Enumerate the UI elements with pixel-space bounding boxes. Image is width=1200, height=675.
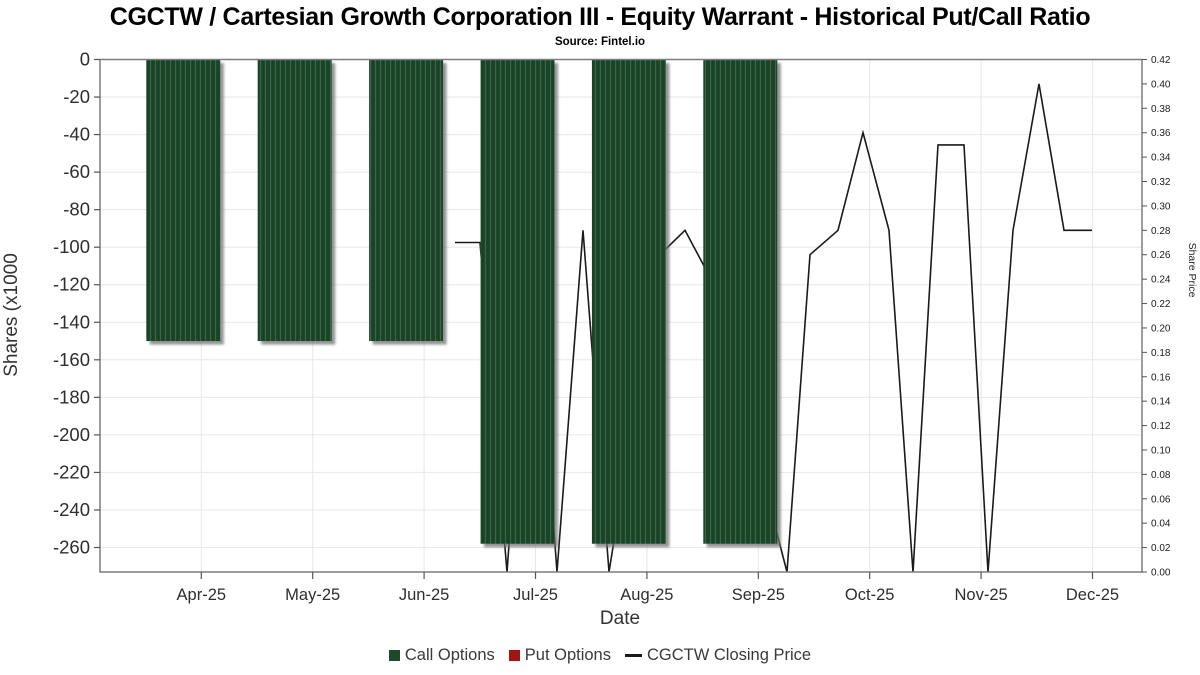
legend-label: Call Options [404, 646, 495, 664]
legend-square-swatch [508, 650, 520, 661]
y-right-tick-label: 0.32 [1151, 177, 1171, 188]
x-tick-label: Jun-25 [399, 586, 449, 604]
y-right-tick-label: 0.28 [1151, 226, 1171, 237]
y-left-tick-label: -40 [63, 124, 90, 145]
y-right-tick-label: 0.24 [1151, 275, 1171, 286]
y-right-tick-label: 0.16 [1151, 372, 1171, 383]
y-right-tick-label: 0.36 [1151, 128, 1171, 139]
chart-title: CGCTW / Cartesian Growth Corporation III… [109, 3, 1091, 31]
x-axis-label: Date [599, 608, 641, 629]
y-right-tick-label: 0.04 [1151, 519, 1171, 530]
chart-subtitle: Source: Fintel.io [554, 36, 646, 48]
y-left-tick-label: -260 [53, 536, 90, 557]
y-right-tick-label: 0.30 [1151, 201, 1171, 212]
plot-area: 0 -20 -40 -60 -80 -100 -120 -140 -160 -180 -200 -22… [53, 49, 1171, 605]
y-left-tick-label: -120 [53, 274, 90, 295]
x-tick-label: May-25 [285, 586, 340, 604]
y-right-tick-label: 0.20 [1151, 323, 1171, 334]
y-left-tick-label: 0 [80, 49, 90, 70]
y-right-tick-label: 0.40 [1151, 79, 1171, 90]
x-tick-label: Nov-25 [954, 586, 1007, 604]
y-left-tick-label: -20 [63, 86, 90, 107]
y-left-tick-label: -160 [53, 349, 90, 370]
y-right-tick-label: 0.38 [1151, 104, 1171, 115]
legend-item-cgctw-closing-price: CGCTW Closing Price [624, 646, 812, 665]
x-tick-label: Dec-25 [1066, 586, 1119, 604]
bar-call-options [591, 59, 666, 544]
bar-call-options [480, 59, 555, 544]
y-right-tick-label: 0.22 [1151, 299, 1171, 310]
y-left-tick-label: -220 [53, 461, 90, 482]
y-right-tick-label: 0.10 [1151, 445, 1171, 456]
y-left-tick-label: -200 [53, 424, 90, 445]
bar-call-options [257, 59, 332, 342]
y-left-tick-label: -240 [53, 499, 90, 520]
y-right-tick-label: 0.18 [1151, 348, 1171, 359]
x-tick-label: Oct-25 [845, 586, 895, 604]
y-left-tick-label: -140 [53, 311, 90, 332]
x-tick-label: Sep-25 [732, 586, 785, 604]
legend: Call Options Put Options CGCTW Closing Pri… [0, 646, 1200, 665]
y-right-tick-label: 0.12 [1151, 421, 1171, 432]
y-right-tick-label: 0.14 [1151, 397, 1171, 408]
y-right-tick-label: 0.42 [1151, 55, 1171, 66]
x-tick-label: Jul-25 [513, 586, 558, 604]
y-left-tick-label: -100 [53, 236, 90, 257]
y-right-tick-label: 0.08 [1151, 470, 1171, 481]
y-right-tick-label: 0.06 [1151, 494, 1171, 505]
bar-call-options [146, 59, 221, 342]
legend-square-swatch [388, 650, 400, 661]
x-tick-label: Apr-25 [177, 586, 227, 604]
bar-call-options [369, 59, 444, 342]
y-left-tick-label: -180 [53, 386, 90, 407]
x-tick-label: Aug-25 [620, 586, 673, 604]
y-left-tick-label: -60 [63, 161, 90, 182]
legend-label: CGCTW Closing Price [646, 646, 812, 664]
legend-line-swatch [624, 654, 642, 657]
y-right-tick-label: 0.00 [1151, 568, 1171, 579]
legend-item-put-options: Put Options [508, 646, 611, 665]
y-right-tick-label: 0.02 [1151, 543, 1171, 554]
y-left-tick-label: -80 [63, 199, 90, 220]
y-right-tick-label: 0.26 [1151, 250, 1171, 261]
y-right-tick-label: 0.34 [1151, 153, 1171, 164]
bar-call-options [703, 59, 778, 544]
legend-label: Put Options [524, 646, 611, 664]
legend-item-call-options: Call Options [388, 646, 495, 665]
